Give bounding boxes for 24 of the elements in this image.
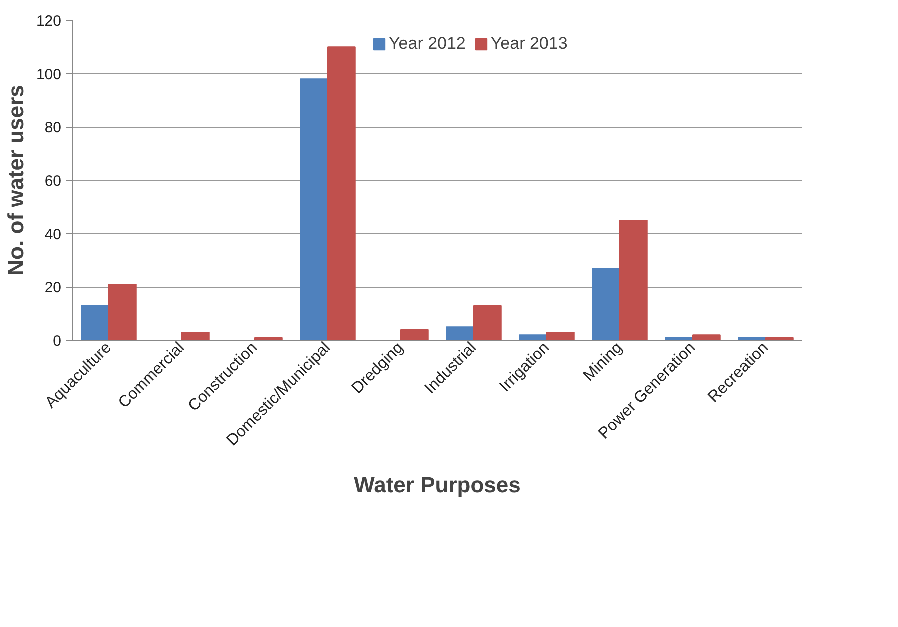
bar bbox=[446, 326, 474, 340]
x-axis-title: Water Purposes bbox=[354, 472, 521, 498]
bar bbox=[546, 332, 575, 340]
bar bbox=[108, 284, 137, 340]
y-tick-label: 60 bbox=[44, 173, 62, 190]
legend-label: Year 2012 bbox=[389, 34, 466, 54]
y-tick-label: 0 bbox=[53, 333, 62, 350]
y-tick-label: 100 bbox=[36, 66, 62, 84]
bar bbox=[400, 329, 429, 340]
y-tick-label: 40 bbox=[44, 226, 62, 244]
bar bbox=[300, 78, 328, 340]
bar bbox=[620, 220, 648, 340]
y-tick-label: 20 bbox=[44, 280, 62, 297]
bar bbox=[519, 334, 548, 340]
bar bbox=[692, 334, 721, 340]
bar bbox=[182, 332, 210, 340]
bar bbox=[592, 268, 620, 340]
y-axis-title: No. of water users bbox=[3, 85, 28, 276]
bar bbox=[81, 305, 110, 340]
bar bbox=[328, 46, 356, 340]
bar bbox=[474, 305, 502, 340]
y-tick-label: 80 bbox=[44, 120, 62, 137]
y-tick-label: 120 bbox=[36, 13, 62, 30]
legend-label: Year 2013 bbox=[490, 34, 568, 54]
